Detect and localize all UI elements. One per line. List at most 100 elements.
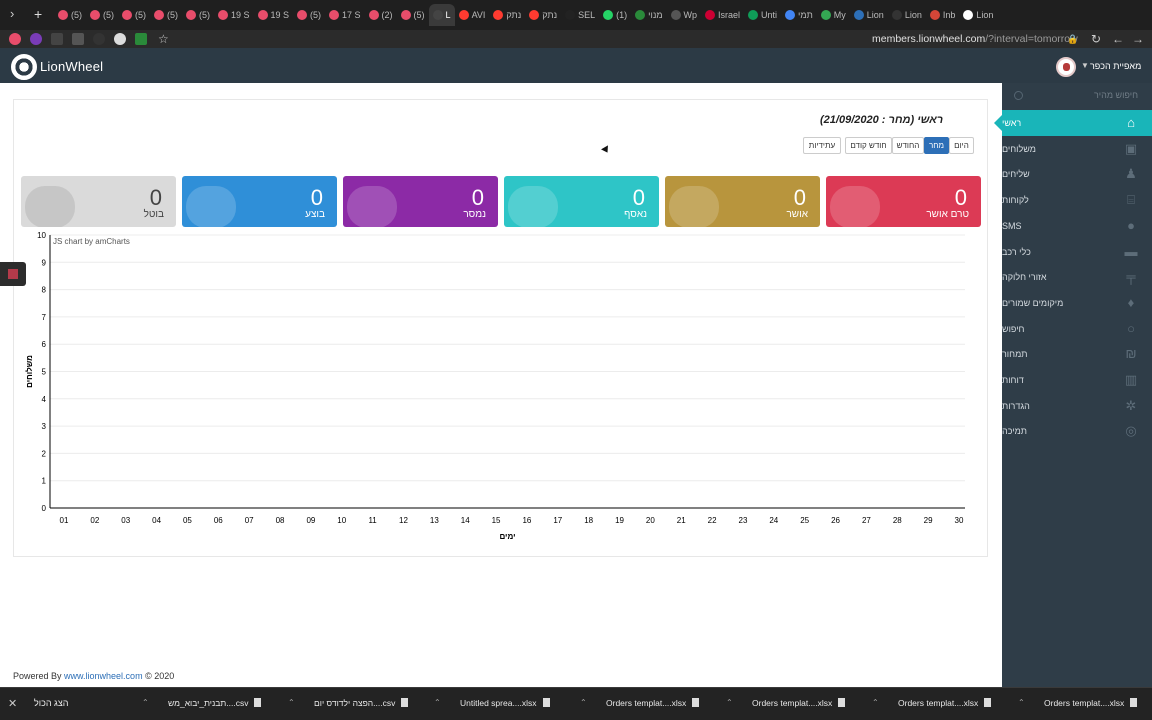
download-item[interactable]: Orders templat....xlsx xyxy=(752,698,846,708)
sidebar-item[interactable]: ₪ תמחור xyxy=(1002,341,1152,367)
download-item[interactable]: הפצה ילדודס יום....csv xyxy=(314,698,409,708)
file-icon xyxy=(692,698,700,707)
chevron-up-icon[interactable]: ⌃ xyxy=(288,698,295,707)
browser-tab[interactable]: Unti xyxy=(744,4,781,26)
browser-tab[interactable]: תמי xyxy=(781,4,817,26)
chart-credit[interactable]: JS chart by amCharts xyxy=(53,237,130,246)
sidebar-item-label: לקוחות xyxy=(1002,195,1029,206)
browser-tab[interactable]: 19 S xyxy=(254,4,294,26)
browser-tab[interactable]: 17 S xyxy=(325,4,365,26)
new-tab-icon[interactable]: + xyxy=(34,6,43,22)
status-card[interactable]: 0 נמסר xyxy=(343,176,498,227)
show-all-button[interactable]: הצג הכול xyxy=(34,698,69,708)
sidebar-item[interactable]: ○ חיפוש xyxy=(1002,316,1152,342)
forward-icon[interactable]: → xyxy=(1132,32,1144,46)
browser-tab[interactable]: AVI xyxy=(455,4,490,26)
extension-icon[interactable] xyxy=(51,33,63,45)
sidebar-item[interactable]: ♟ שליחים xyxy=(1002,161,1152,187)
download-item[interactable]: תבנית_יבוא_מש....csv xyxy=(168,698,262,708)
status-card[interactable]: 0 בוצע xyxy=(182,176,337,227)
browser-tab[interactable]: (5) xyxy=(54,4,86,26)
browser-tab[interactable]: (5) xyxy=(118,4,150,26)
sidebar-item[interactable]: ♦ מיקומים שמורים xyxy=(1002,290,1152,316)
avatar[interactable] xyxy=(1056,57,1076,77)
filter-button[interactable]: עתידיות xyxy=(803,137,841,154)
star-icon[interactable]: ☆ xyxy=(158,32,169,46)
home-icon: ⌂ xyxy=(1127,115,1135,130)
download-item[interactable]: Orders templat....xlsx xyxy=(606,698,700,708)
browser-tab[interactable]: Lion xyxy=(959,4,997,26)
side-widget-tab[interactable] xyxy=(0,262,26,286)
sidebar-item[interactable]: ▥ דוחות xyxy=(1002,367,1152,393)
logo-text[interactable]: LionWheel xyxy=(40,59,104,74)
puzzle-icon[interactable] xyxy=(72,33,84,45)
browser-tab[interactable]: (5) xyxy=(150,4,182,26)
sidebar-item[interactable]: ◎ תמיכה xyxy=(1002,418,1152,444)
browser-tab[interactable]: Lion xyxy=(850,4,888,26)
back-icon[interactable]: ← xyxy=(1112,32,1124,46)
browser-tab[interactable]: Israel xyxy=(701,4,744,26)
app-header: LionWheel ▼ מאפיית הכפר xyxy=(0,48,1152,83)
browser-tab[interactable]: (5) xyxy=(86,4,118,26)
profile-icon[interactable] xyxy=(30,33,42,45)
filter-button[interactable]: מחר xyxy=(924,137,949,154)
sidebar-item[interactable]: ▬ כלי רכב xyxy=(1002,239,1152,265)
extension-icon[interactable] xyxy=(9,33,21,45)
sidebar-item[interactable]: ⌸ לקוחות xyxy=(1002,187,1152,213)
x-tick-label: 23 xyxy=(739,516,748,525)
filter-button[interactable]: החודש xyxy=(892,137,924,154)
browser-tab[interactable]: Wp xyxy=(667,4,702,26)
browser-tab[interactable]: L xyxy=(428,4,455,26)
browser-tab[interactable]: Lion xyxy=(888,4,926,26)
tab-title: מנוי xyxy=(648,10,663,20)
filter-button[interactable]: היום xyxy=(949,137,974,154)
sidebar-item[interactable]: ✲ הגדרות xyxy=(1002,393,1152,419)
sidebar-item[interactable]: ╤ אזורי חלוקה xyxy=(1002,264,1152,290)
chevron-up-icon[interactable]: ⌃ xyxy=(1018,698,1025,707)
browser-tab[interactable]: Inb xyxy=(926,4,960,26)
tab-favicon-icon xyxy=(329,10,340,20)
sidebar-item[interactable]: ▣ משלוחים xyxy=(1002,136,1152,162)
extension-icon[interactable] xyxy=(93,33,105,45)
close-icon[interactable]: ✕ xyxy=(8,698,18,710)
browser-tab[interactable]: מנוי xyxy=(631,4,666,26)
tab-strip: (5) (5) (5) (5) (5) 19 S 19 S (5) 17 S (2) (5) L AVI… xyxy=(54,0,997,30)
browser-tab[interactable]: 19 S xyxy=(214,4,254,26)
account-name[interactable]: מאפיית הכפר xyxy=(1090,61,1142,71)
browser-tab[interactable]: (5) xyxy=(293,4,325,26)
browser-tab[interactable]: (5) xyxy=(182,4,214,26)
browser-tab[interactable]: (2) xyxy=(365,4,397,26)
browser-tab[interactable]: My xyxy=(817,4,850,26)
status-card[interactable]: 0 בוטל xyxy=(21,176,176,227)
download-item[interactable]: Orders templat....xlsx xyxy=(1044,698,1138,708)
sidebar-item[interactable]: ● SMS xyxy=(1002,213,1152,239)
chevron-up-icon[interactable]: ⌃ xyxy=(872,698,879,707)
search-input[interactable]: חיפוש מהיר xyxy=(1093,90,1138,100)
chevron-down-icon[interactable]: ▼ xyxy=(1081,61,1089,70)
y-tick-label: 2 xyxy=(42,449,47,458)
url-field[interactable]: members.lionwheel.com/?interval=tomorrow xyxy=(872,33,1078,45)
browser-tab[interactable]: נתק xyxy=(525,4,561,26)
extension-icon[interactable] xyxy=(114,33,126,45)
x-tick-label: 30 xyxy=(955,516,964,525)
chevron-up-icon[interactable]: ⌃ xyxy=(726,698,733,707)
browser-tab[interactable]: (5) xyxy=(397,4,429,26)
chevron-up-icon[interactable]: ⌃ xyxy=(580,698,587,707)
browser-tab[interactable]: נתק xyxy=(489,4,525,26)
reload-icon[interactable]: ↻ xyxy=(1091,32,1102,46)
download-item[interactable]: Untitled sprea....xlsx xyxy=(460,698,550,708)
chevron-up-icon[interactable]: ⌃ xyxy=(142,698,149,707)
filter-button[interactable]: חודש קודם xyxy=(845,137,892,154)
status-card[interactable]: 0 טרם אושר xyxy=(826,176,981,227)
logo-icon[interactable] xyxy=(11,54,37,80)
status-card[interactable]: 0 אושר xyxy=(665,176,820,227)
close-window-icon[interactable]: › xyxy=(10,6,15,21)
browser-tab[interactable]: (1) xyxy=(599,4,631,26)
download-item[interactable]: Orders templat....xlsx xyxy=(898,698,992,708)
extension-icon[interactable] xyxy=(135,33,147,45)
footer-link[interactable]: www.lionwheel.com xyxy=(64,671,143,681)
chevron-up-icon[interactable]: ⌃ xyxy=(434,698,441,707)
sidebar-item[interactable]: ⌂ ראשי xyxy=(994,110,1152,136)
browser-tab[interactable]: SEL xyxy=(561,4,599,26)
status-card[interactable]: 0 נאסף xyxy=(504,176,659,227)
